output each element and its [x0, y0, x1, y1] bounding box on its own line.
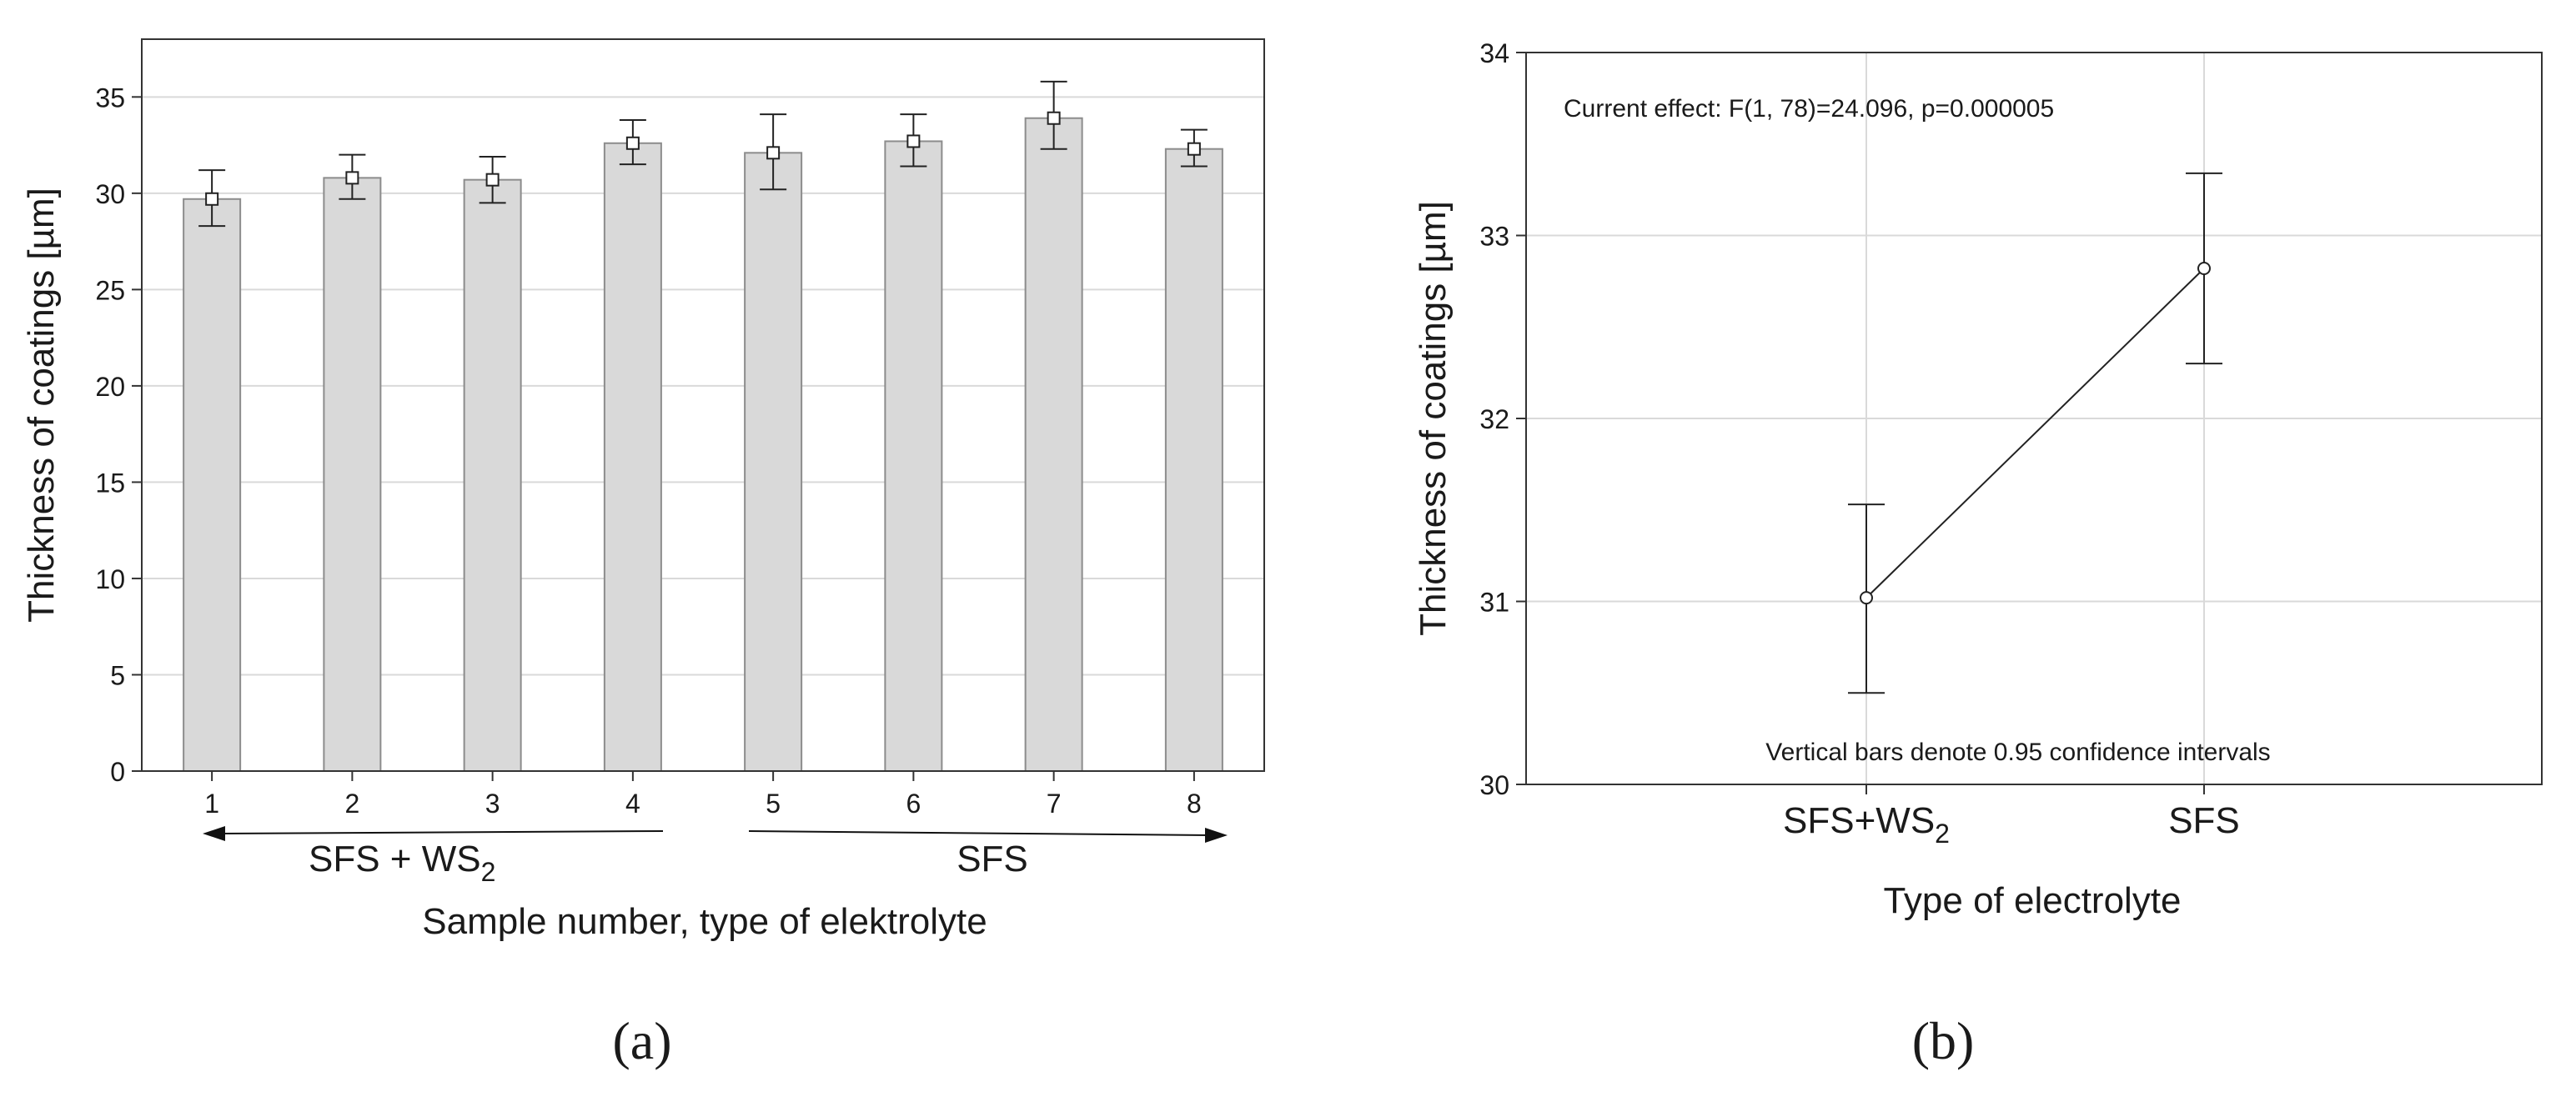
- a-bar: [1164, 148, 1223, 772]
- a-mean-marker: [205, 192, 219, 206]
- b-y-tick-label: 32: [1479, 404, 1509, 434]
- a-y-tick-label: 15: [95, 468, 125, 498]
- a-bar: [323, 177, 382, 772]
- b-mean-point: [2197, 262, 2211, 276]
- b-x-tick-label-subscript: 2: [1935, 819, 1950, 849]
- a-mean-marker: [1047, 111, 1061, 125]
- b-series-line: [1865, 268, 2205, 599]
- a-arrowhead-right: [1205, 828, 1228, 843]
- a-x-tick-label: 2: [344, 789, 359, 819]
- b-annotation-confidence: Vertical bars denote 0.95 confidence int…: [1765, 739, 2270, 766]
- a-y-tick-label: 25: [95, 275, 125, 305]
- a-x-tick-label: 6: [906, 789, 921, 819]
- a-group-label-subscript: 2: [481, 857, 496, 887]
- a-x-axis-label: Sample number, type of elektrolyte: [422, 901, 987, 942]
- b-annotation-current-effect: Current effect: F(1, 78)=24.096, p=0.000…: [1564, 95, 2054, 123]
- a-bar: [603, 142, 662, 772]
- a-bar: [183, 198, 242, 772]
- a-mean-marker: [485, 173, 500, 187]
- a-y-tick-label: 20: [95, 372, 125, 402]
- a-arrowhead-left: [203, 826, 225, 841]
- b-y-ticks: 30 31 32 33 34: [1479, 38, 1526, 800]
- b-series: [1848, 172, 2222, 694]
- chart-b: 30 31 32 33 34 SFS+WS2 SFS Current effect: F(…: [1413, 38, 2543, 1070]
- a-x-tick-label: 1: [204, 789, 219, 819]
- b-x-tick-label-main: SFS+WS: [1783, 800, 1935, 841]
- a-x-tick-label: 7: [1047, 789, 1062, 819]
- a-bar: [463, 178, 522, 773]
- a-y-tick-label: 10: [95, 564, 125, 594]
- b-gridlines: [1526, 53, 2542, 784]
- a-group-label-main: SFS + WS: [309, 839, 481, 879]
- a-x-ticks: 1 2 3 4 5 6 7 8: [204, 771, 1202, 819]
- chart-a: 0 5 10 15 20 25 30 35 1 2 3 4 5 6 7 8 Thickness of coa…: [21, 38, 1265, 1070]
- b-mean-point: [1860, 591, 1873, 605]
- a-bar: [884, 140, 943, 773]
- a-x-tick-label: 3: [485, 789, 500, 819]
- b-y-tick-label: 31: [1479, 588, 1509, 618]
- a-group-label-sfs-ws2: SFS + WS2: [309, 839, 495, 887]
- b-y-axis-label: Thickness of coatings [µm]: [1413, 201, 1454, 636]
- a-y-tick-label: 0: [110, 757, 125, 787]
- b-y-tick-label: 34: [1479, 38, 1509, 68]
- a-gridlines: [142, 96, 1264, 676]
- a-y-tick-label: 30: [95, 179, 125, 209]
- a-y-tick-label: 35: [95, 83, 125, 113]
- a-mean-marker: [345, 171, 359, 185]
- a-x-tick-label: 4: [625, 789, 640, 819]
- a-group-label-sfs: SFS: [957, 839, 1028, 879]
- a-mean-marker: [906, 134, 921, 148]
- b-x-ticks: SFS+WS2 SFS: [1783, 784, 2240, 849]
- b-y-tick-label: 30: [1479, 770, 1509, 800]
- a-y-tick-label: 5: [110, 660, 125, 690]
- a-group-arrow-right: [748, 830, 1212, 836]
- a-x-tick-label: 8: [1187, 789, 1202, 819]
- b-x-tick-label: SFS+WS2: [1783, 800, 1950, 849]
- a-mean-marker: [766, 146, 781, 160]
- a-mean-marker: [625, 136, 640, 150]
- a-bars: [183, 117, 1223, 773]
- a-x-tick-label: 5: [766, 789, 781, 819]
- b-x-axis-label: Type of electrolyte: [1883, 880, 2181, 921]
- a-error-bars: [198, 80, 1208, 228]
- b-panel-label: (b): [1912, 1011, 1975, 1070]
- a-group-arrow-left: [218, 830, 664, 834]
- a-bar: [1024, 117, 1083, 773]
- a-y-ticks: 0 5 10 15 20 25 30 35: [95, 83, 142, 787]
- a-y-axis-label: Thickness of coatings [µm]: [21, 188, 62, 623]
- b-x-tick-label: SFS: [2168, 800, 2240, 841]
- b-y-tick-label: 33: [1479, 222, 1509, 252]
- b-x-tick-label-main: SFS: [2168, 800, 2240, 841]
- a-plot-frame: [141, 38, 1265, 772]
- a-panel-label: (a): [612, 1011, 671, 1070]
- a-bar: [744, 152, 803, 773]
- a-mean-marker: [1187, 142, 1201, 156]
